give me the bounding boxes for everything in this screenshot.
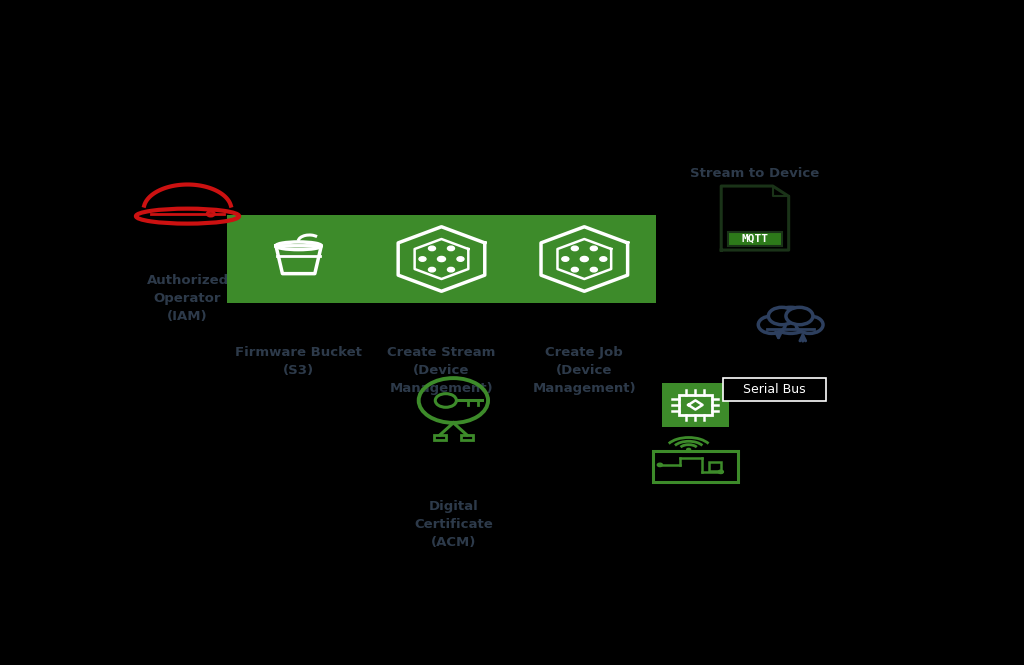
FancyBboxPatch shape xyxy=(370,215,513,303)
Circle shape xyxy=(770,307,811,333)
Text: MQTT: MQTT xyxy=(741,234,768,244)
Circle shape xyxy=(770,307,811,333)
Circle shape xyxy=(786,307,813,325)
Circle shape xyxy=(428,246,435,251)
Circle shape xyxy=(437,257,445,261)
Circle shape xyxy=(768,307,796,325)
Circle shape xyxy=(786,307,813,325)
Circle shape xyxy=(562,257,568,261)
Circle shape xyxy=(581,257,589,261)
Text: Authorized
Operator
(IAM): Authorized Operator (IAM) xyxy=(146,275,228,323)
Circle shape xyxy=(600,257,607,261)
Circle shape xyxy=(796,316,823,333)
Text: Create Job
(Device
Management): Create Job (Device Management) xyxy=(532,346,636,395)
Circle shape xyxy=(447,267,455,272)
Circle shape xyxy=(447,246,455,251)
Circle shape xyxy=(796,316,823,333)
Circle shape xyxy=(759,316,785,333)
Circle shape xyxy=(428,267,435,272)
Circle shape xyxy=(657,464,663,467)
Text: Serial Bus: Serial Bus xyxy=(743,383,806,396)
Text: Digital
Certificate
(ACM): Digital Certificate (ACM) xyxy=(414,499,493,549)
FancyBboxPatch shape xyxy=(662,383,729,427)
FancyBboxPatch shape xyxy=(513,215,655,303)
Circle shape xyxy=(759,316,785,333)
Circle shape xyxy=(457,257,464,261)
Circle shape xyxy=(419,257,426,261)
Circle shape xyxy=(590,267,597,272)
Circle shape xyxy=(768,307,796,325)
Circle shape xyxy=(571,246,579,251)
FancyBboxPatch shape xyxy=(723,378,826,401)
Circle shape xyxy=(687,448,690,451)
FancyBboxPatch shape xyxy=(728,231,782,246)
Circle shape xyxy=(571,267,579,272)
Text: Firmware Bucket
(S3): Firmware Bucket (S3) xyxy=(236,346,362,377)
Text: Create Stream
(Device
Management): Create Stream (Device Management) xyxy=(387,346,496,395)
Circle shape xyxy=(718,470,723,473)
FancyBboxPatch shape xyxy=(227,215,370,303)
Text: Stream to Device: Stream to Device xyxy=(690,167,819,180)
Circle shape xyxy=(590,246,597,251)
